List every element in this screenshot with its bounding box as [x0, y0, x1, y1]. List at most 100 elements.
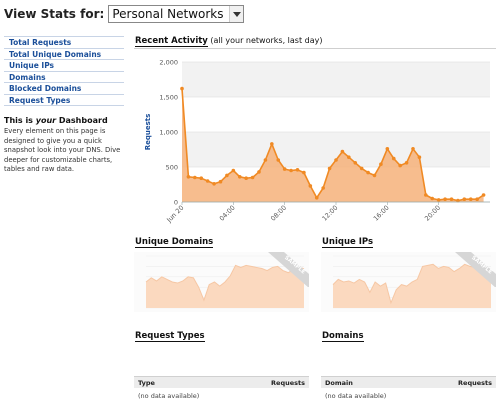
sample-ribbon: SAMPLE	[268, 252, 309, 287]
view-stats-header: View Stats for: Personal Networks	[4, 4, 245, 24]
sidebar-item-domains[interactable]: Domains	[4, 72, 124, 83]
sample-ribbon: SAMPLE	[455, 252, 496, 287]
plot-band	[182, 62, 490, 97]
data-point	[334, 158, 338, 162]
sidebar-item-total-requests[interactable]: Total Requests	[4, 37, 124, 49]
x-tick-label: 16:00	[372, 204, 391, 223]
data-point	[205, 179, 210, 183]
data-point	[404, 161, 409, 165]
data-point	[308, 184, 313, 188]
data-point	[231, 168, 236, 173]
data-point	[462, 197, 467, 201]
unique-ips-title[interactable]: Unique IPs	[322, 237, 374, 248]
request-types-table: Type Requests (no data available)	[134, 376, 309, 404]
col-requests[interactable]: Requests	[458, 378, 492, 387]
data-point	[366, 170, 370, 175]
plot-band	[182, 97, 490, 132]
sidebar-item-unique-ips[interactable]: Unique IPs	[4, 60, 124, 72]
data-point	[430, 196, 435, 201]
domains-table-header: Domain Requests	[321, 376, 496, 388]
data-point	[443, 197, 447, 201]
data-point	[212, 182, 216, 186]
sidebar-item-request-types[interactable]: Request Types	[4, 95, 124, 106]
x-tick-label: 04:00	[218, 204, 237, 223]
data-point	[186, 175, 191, 179]
unique-domains-chart	[134, 252, 309, 312]
x-tick-label: 08:00	[269, 204, 288, 223]
data-point	[282, 167, 287, 171]
x-tick-label: 12:00	[321, 204, 340, 223]
data-point	[347, 155, 351, 159]
col-domain[interactable]: Domain	[325, 378, 353, 387]
data-point	[391, 156, 396, 161]
y-tick-label: 1,500	[159, 94, 178, 102]
data-point	[289, 168, 293, 173]
network-select-value: Personal Networks	[112, 7, 224, 21]
data-point	[250, 175, 255, 180]
y-axis-title: Requests	[144, 114, 152, 151]
mini-area	[146, 265, 304, 308]
data-point	[257, 170, 261, 174]
domains-empty: (no data available)	[325, 392, 387, 400]
data-point	[276, 158, 281, 162]
data-point	[314, 196, 319, 200]
mini-area	[333, 264, 491, 308]
data-point	[359, 166, 364, 171]
recent-activity-heading: Recent Activity (all your networks, last…	[135, 36, 323, 47]
data-point	[237, 175, 242, 179]
sidebar-nav: Total Requests Total Unique Domains Uniq…	[4, 36, 124, 106]
data-point	[225, 173, 229, 178]
y-tick-label: 500	[166, 164, 178, 172]
request-types-title[interactable]: Request Types	[135, 331, 205, 342]
data-point	[218, 179, 223, 184]
data-point	[411, 147, 415, 151]
view-stats-label: View Stats for:	[4, 7, 105, 21]
recent-activity-chart: 0 500 1,000 1,500 2,000 Requests Jun 20 04:00 08…	[144, 59, 490, 225]
mini-line	[145, 264, 305, 302]
data-point	[270, 142, 274, 146]
data-point	[424, 193, 428, 197]
sidebar-item-blocked-domains[interactable]: Blocked Domains	[4, 83, 124, 95]
data-point	[199, 176, 204, 180]
data-point	[340, 149, 345, 154]
request-types-table-header: Type Requests	[134, 376, 309, 388]
network-select[interactable]: Personal Networks	[108, 5, 245, 23]
y-tick-label: 2,000	[159, 59, 178, 67]
data-point	[481, 193, 486, 197]
dashboard-intro-body: Every element on this page is designed t…	[4, 127, 121, 174]
x-tick-label: 20:00	[423, 204, 442, 223]
col-requests[interactable]: Requests	[271, 378, 305, 387]
chevron-down-icon[interactable]	[229, 6, 244, 22]
data-point	[468, 197, 473, 201]
y-tick-label: 1,000	[159, 129, 178, 137]
data-point	[327, 166, 332, 171]
col-type[interactable]: Type	[138, 378, 155, 387]
y-tick-label: 0	[174, 199, 178, 207]
data-point	[372, 173, 377, 178]
data-point	[180, 86, 184, 91]
data-point	[353, 161, 358, 165]
unique-domains-title[interactable]: Unique Domains	[135, 237, 214, 248]
dashboard-intro-title: This is your Dashboard	[4, 116, 108, 125]
request-types-empty: (no data available)	[138, 392, 200, 400]
x-tick-label: Jun 20	[165, 204, 186, 225]
recent-activity-subtitle: (all your networks, last day)	[207, 36, 323, 45]
data-point	[321, 186, 325, 190]
data-point	[385, 147, 390, 151]
data-point	[456, 198, 460, 203]
sidebar-item-total-unique-domains[interactable]: Total Unique Domains	[4, 49, 124, 60]
domains-table: Domain Requests (no data available)	[321, 376, 496, 404]
data-point	[398, 163, 402, 168]
data-point	[263, 158, 268, 162]
data-point	[449, 197, 454, 201]
domains-title[interactable]: Domains	[322, 331, 364, 342]
data-point	[295, 168, 300, 172]
data-point	[475, 197, 479, 201]
dashboard-intro: This is your Dashboard Every element on …	[4, 116, 128, 175]
data-point	[244, 176, 248, 180]
data-point	[193, 175, 197, 180]
data-point	[302, 170, 306, 175]
recent-activity-title[interactable]: Recent Activity	[135, 36, 208, 47]
data-point	[417, 155, 422, 159]
data-point	[379, 162, 383, 166]
